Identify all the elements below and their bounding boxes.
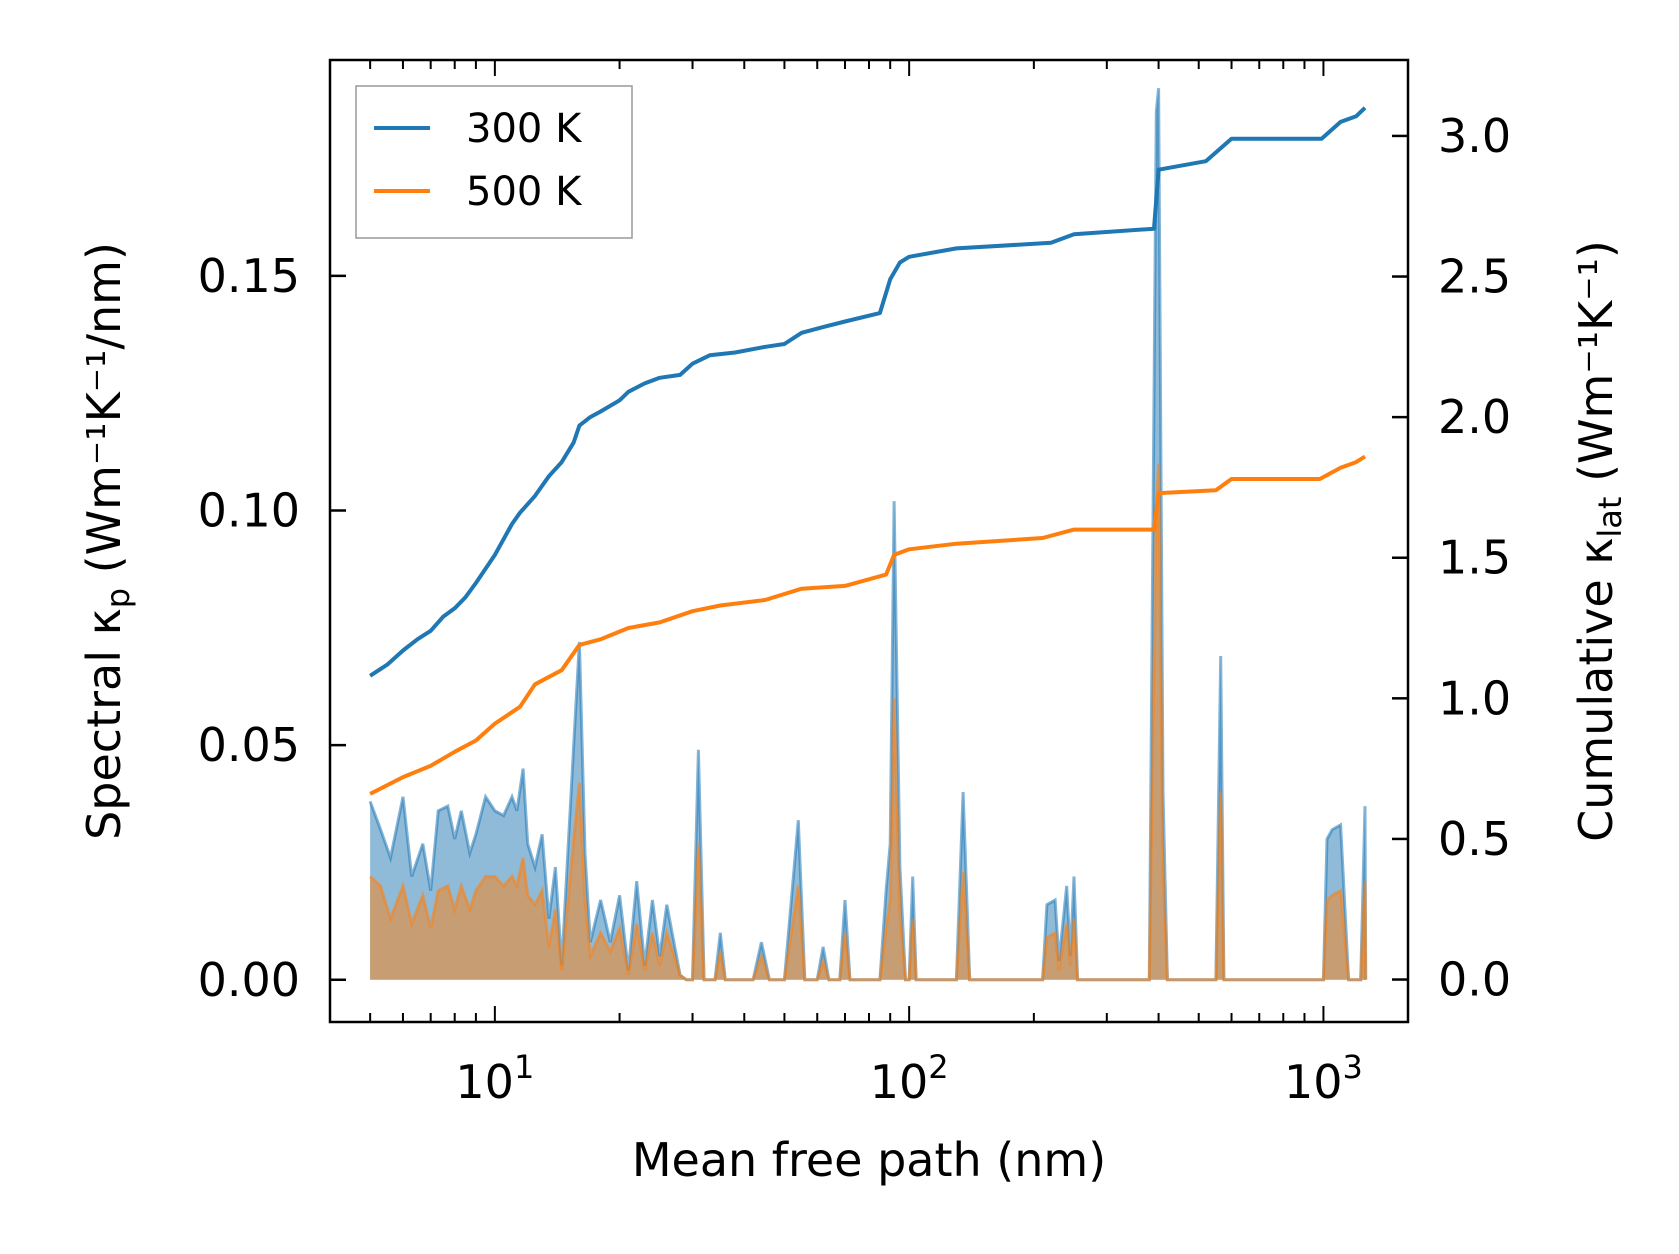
x-tick-label: 102	[870, 1048, 949, 1109]
right-y-tick-label: 0.0	[1438, 953, 1511, 1007]
left-y-tick-label: 0.10	[198, 483, 300, 537]
right-y-tick-label: 1.0	[1438, 671, 1511, 725]
right-y-axis-title: Cumulative κlat (Wm⁻¹K⁻¹)	[1569, 240, 1629, 842]
x-tick-label: 103	[1284, 1048, 1363, 1109]
x-tick-exponent: 3	[1343, 1048, 1363, 1086]
x-tick-base: 10	[455, 1055, 514, 1109]
x-tick-base: 10	[1284, 1055, 1343, 1109]
right-y-tick-label: 2.5	[1438, 250, 1511, 304]
cumulative-line-500k	[369, 454, 1367, 796]
x-axis-title: Mean free path (nm)	[632, 1133, 1106, 1187]
right-y-tick-label: 2.0	[1438, 390, 1511, 444]
legend-label-300k: 300 K	[466, 106, 583, 152]
spectral-series-layer	[368, 88, 1368, 982]
left-y-tick-label: 0.00	[198, 953, 300, 1007]
left-y-tick-label: 0.05	[198, 718, 300, 772]
legend-label-500k: 500 K	[466, 169, 583, 215]
x-tick-exponent: 2	[928, 1048, 948, 1086]
x-tick-label: 101	[455, 1048, 534, 1109]
right-y-axis-title-units: (Wm⁻¹K⁻¹)	[1569, 240, 1623, 496]
left-y-axis-title-subscript: p	[99, 588, 137, 608]
x-tick-base: 10	[870, 1055, 929, 1109]
legend-frame	[355, 85, 633, 239]
right-y-tick-label: 0.5	[1438, 812, 1511, 866]
cumulative-line-300k	[369, 106, 1367, 678]
left-y-axis-title-units: (Wm⁻¹K⁻¹/nm)	[77, 242, 131, 588]
right-y-axis-title-prefix: Cumulative κ	[1569, 538, 1623, 842]
cumulative-series-layer	[369, 106, 1367, 796]
left-y-tick-label: 0.15	[198, 249, 300, 303]
legend: 300 K 500 K	[355, 85, 633, 239]
right-y-tick-label: 3.0	[1438, 109, 1511, 163]
spectral-area-500k	[370, 463, 1366, 980]
right-y-axis-title-subscript: lat	[1591, 497, 1629, 538]
left-y-axis-title: Spectral κp (Wm⁻¹K⁻¹/nm)	[77, 242, 137, 840]
tick-layer: 0.000.050.100.150.00.51.01.52.02.53.0101…	[198, 60, 1511, 1109]
x-tick-exponent: 1	[514, 1048, 534, 1086]
spectral-area-300k	[370, 88, 1366, 980]
left-y-axis-title-prefix: Spectral κ	[77, 608, 131, 840]
right-y-tick-label: 1.5	[1438, 531, 1511, 585]
spectral-line-500k	[369, 463, 1368, 982]
